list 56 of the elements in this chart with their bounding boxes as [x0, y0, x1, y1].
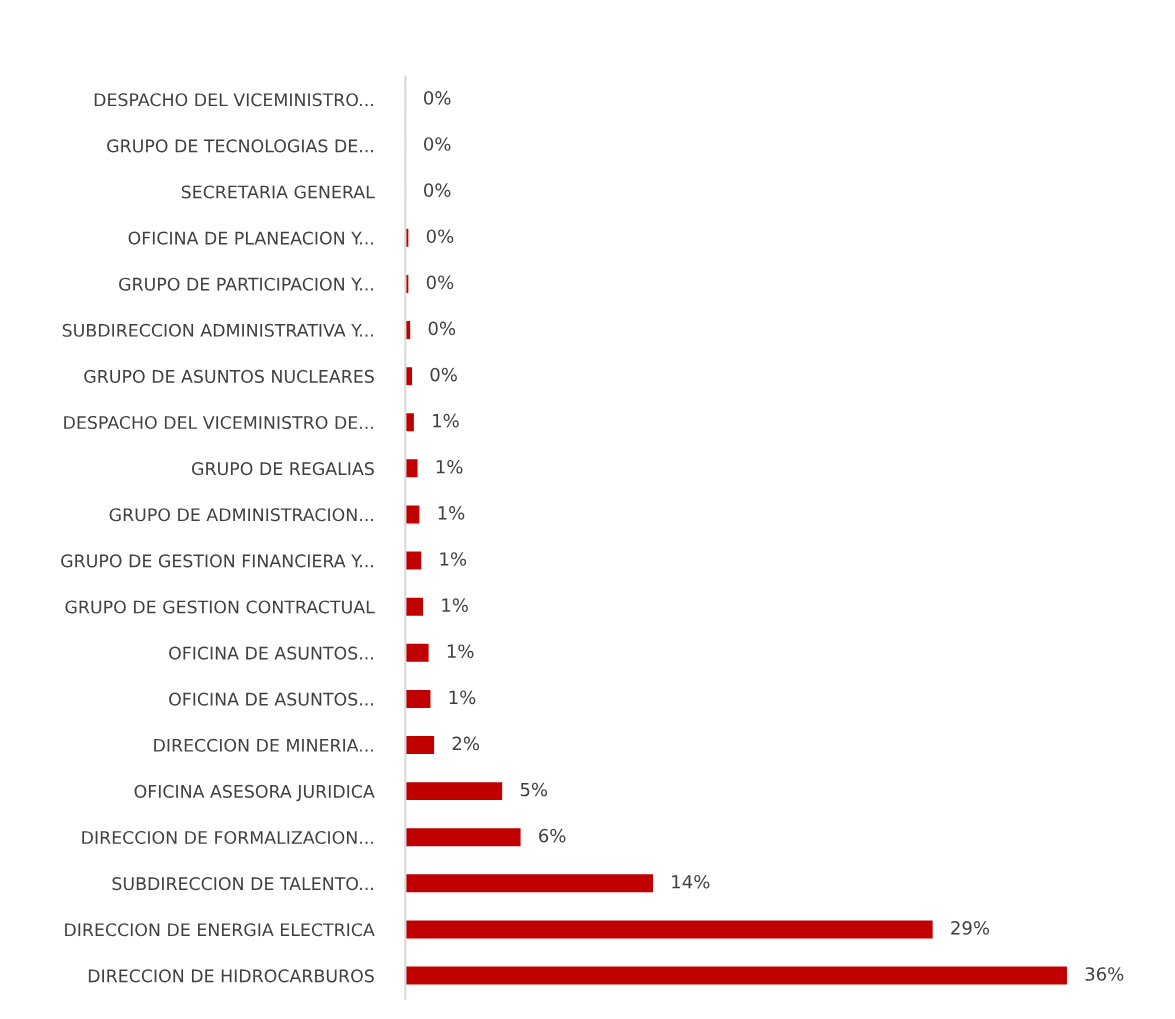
bar: [405, 734, 436, 756]
bar: [405, 688, 432, 710]
y-tick-label: OFICINA DE PLANEACION Y...: [128, 231, 373, 245]
bar: [405, 227, 410, 249]
y-tick-label: DESPACHO DEL VICEMINISTRO DE...: [64, 415, 373, 430]
data-label: 36%: [1085, 967, 1124, 981]
bar: [405, 319, 412, 341]
data-label: 0%: [424, 183, 451, 197]
data-label: 5%: [520, 782, 548, 797]
data-label: 29%: [951, 921, 990, 935]
bar: [405, 596, 425, 618]
data-label: 14%: [672, 874, 710, 889]
y-tick-label: GRUPO DE GESTION FINANCIERA Y...: [61, 554, 373, 568]
data-label: 1%: [433, 413, 459, 428]
data-label: 2%: [452, 736, 480, 751]
y-tick-label: OFICINA DE ASUNTOS...: [169, 692, 373, 706]
y-tick-label: SUBDIRECCION ADMINISTRATIVA Y...: [62, 323, 373, 337]
data-label: 6%: [539, 828, 566, 843]
bar: [405, 273, 410, 295]
y-tick-label: SUBDIRECCION DE TALENTO...: [112, 877, 373, 891]
y-tick-label: OFICINA ASESORA JURIDICA: [134, 784, 375, 802]
data-label: 1%: [442, 598, 468, 612]
data-label: 1%: [436, 459, 463, 474]
data-label: 0%: [424, 137, 451, 151]
y-tick-label: DESPACHO DEL VICEMINISTRO...: [94, 93, 373, 107]
y-tick-label: DIRECCION DE MINERIA...: [154, 738, 373, 752]
y-tick-label: GRUPO DE GESTION CONTRACTUAL: [65, 600, 375, 614]
bar: [405, 919, 935, 940]
bar: [405, 504, 421, 525]
y-tick-label: DIRECCION DE FORMALIZACION...: [82, 830, 373, 845]
data-label: 1%: [449, 690, 476, 705]
y-tick-label: OFICINA DE ASUNTOS...: [169, 646, 373, 660]
bar: [405, 826, 522, 848]
bar: [405, 872, 655, 894]
y-tick-label: DIRECCION DE ENERGIA ELECTRICA: [65, 923, 375, 937]
data-label: 0%: [424, 91, 451, 105]
data-label: 0%: [428, 321, 456, 336]
y-tick-label: SECRETARIA GENERAL: [181, 185, 375, 199]
data-label: 1%: [447, 644, 474, 659]
y-tick-label: DIRECCION DE HIDROCARBUROS: [88, 969, 374, 983]
bar: [405, 965, 1069, 986]
data-label: 0%: [426, 229, 454, 244]
data-label: 1%: [438, 506, 465, 520]
y-tick-label: GRUPO DE ASUNTOS NUCLEARES: [84, 369, 374, 383]
data-label: 0%: [430, 367, 457, 382]
y-tick-label: GRUPO DE PARTICIPACION Y...: [119, 277, 373, 291]
bar: [405, 780, 504, 802]
y-tick-label: GRUPO DE ADMINISTRACION...: [109, 508, 373, 522]
y-tick-label: GRUPO DE TECNOLOGIAS DE...: [107, 139, 373, 153]
bar: [405, 642, 430, 664]
y-tick-label: GRUPO DE REGALIAS: [192, 462, 374, 476]
data-label: 0%: [426, 275, 454, 290]
bar: [405, 457, 419, 479]
bar: [405, 550, 423, 571]
data-label: 1%: [440, 552, 467, 566]
bar: [405, 411, 416, 433]
